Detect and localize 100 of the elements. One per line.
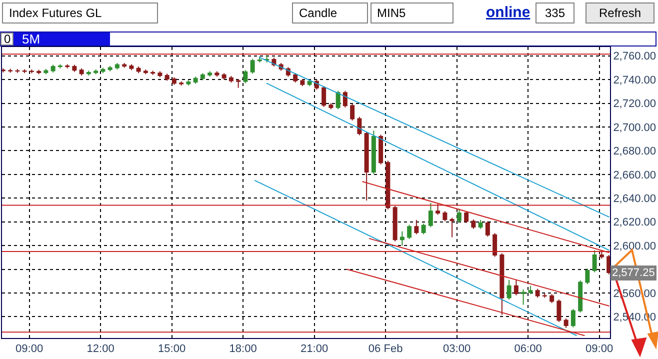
candlestick [200,72,205,81]
candlestick [236,78,241,88]
x-tick-label: 06:00 [514,343,542,356]
candlestick [357,116,362,136]
candlestick [606,254,610,275]
candlestick [129,64,134,71]
candlestick [307,79,312,87]
candlestick [44,68,48,75]
x-tick-label: 06 Feb [368,343,403,356]
candlestick [36,69,42,75]
candlestick [378,134,384,165]
y-tick-label: 2,660.00 [613,169,656,182]
candlestick [336,90,340,110]
candlestick [172,76,176,86]
candlestick [2,68,6,73]
candlestick [293,72,298,84]
candlestick [542,293,547,298]
y-tick-label: 2,620.00 [613,216,656,229]
candlestick [193,76,198,84]
candlestick [421,223,426,235]
candlestick [108,65,112,72]
candlestick [94,69,98,75]
candlestick [65,64,70,69]
candlestick [164,73,170,82]
candlestick [350,103,355,121]
x-tick-label: 09:00 [586,343,614,356]
y-tick-label: 2,760.00 [613,50,656,63]
y-tick-label: 2,700.00 [613,122,656,134]
candlestick [585,268,590,285]
candlestick [150,70,156,76]
candlestick [72,64,77,72]
candlestick [500,252,504,316]
x-tick-label: 21:00 [300,343,328,356]
candlestick [214,70,220,78]
candlestick [208,70,212,78]
text: online [486,4,530,21]
candlestick [29,69,34,74]
candlestick [122,62,127,68]
candlestick [371,130,376,174]
candlestick [521,288,526,306]
y-tick-label: 2,600.00 [613,240,656,252]
candlestick [564,318,568,328]
candlestick [478,220,483,230]
candlestick [578,280,583,314]
y-tick-label: 2,720.00 [613,98,656,110]
candlestick [392,205,398,242]
candlestick [492,232,498,258]
candlestick [414,220,419,235]
candlestick [257,56,262,63]
candlestick [22,68,27,74]
text: 2,577.25 [612,267,655,279]
chart-title: 5M [22,32,40,47]
candlestick [456,208,462,223]
y-tick-label: 2,740.00 [613,74,656,86]
candlestick [50,64,56,73]
text: Index Futures GL [9,6,102,20]
candlestick [556,298,562,322]
candlestick [386,160,390,210]
candlestick [428,202,433,228]
candlestick [592,250,597,273]
candlestick [471,218,476,230]
candlestick [179,80,184,86]
x-tick-label: 09:00 [16,343,44,356]
candlestick [342,90,348,108]
y-tick-label: 2,680.00 [613,146,656,158]
candlestick [407,224,412,240]
candlestick [450,217,454,238]
candlestick [100,67,106,74]
text: Candle [299,6,338,20]
candlestick [15,68,20,74]
candlestick [550,294,554,304]
candlestick [400,230,404,246]
candlestick [322,86,326,108]
x-tick-label: 03:00 [443,343,471,356]
candlestick [485,220,490,238]
candlestick [58,64,62,69]
candlestick [136,66,141,74]
candlestick [464,210,469,224]
x-tick-label: 18:00 [229,343,257,356]
candlestick [364,131,369,201]
candlestick [328,102,334,110]
candlestick [186,80,191,86]
candlestick [528,285,533,295]
candlestick [535,288,540,298]
candlestick [436,204,440,216]
candlestick [143,69,148,75]
candlestick [79,68,84,76]
candlestick [570,308,576,328]
candlestick [250,58,255,74]
candlestick [222,72,226,80]
x-tick-label: 12:00 [86,343,114,356]
candlestick [506,279,512,300]
candlestick [514,279,518,296]
candlestick [228,76,234,84]
text: 0 [4,32,11,46]
y-tick-label: 2,640.00 [613,192,656,205]
candlestick [442,210,448,222]
text: MIN5 [377,6,406,20]
candlestick [158,70,162,78]
candlestick [8,68,13,74]
